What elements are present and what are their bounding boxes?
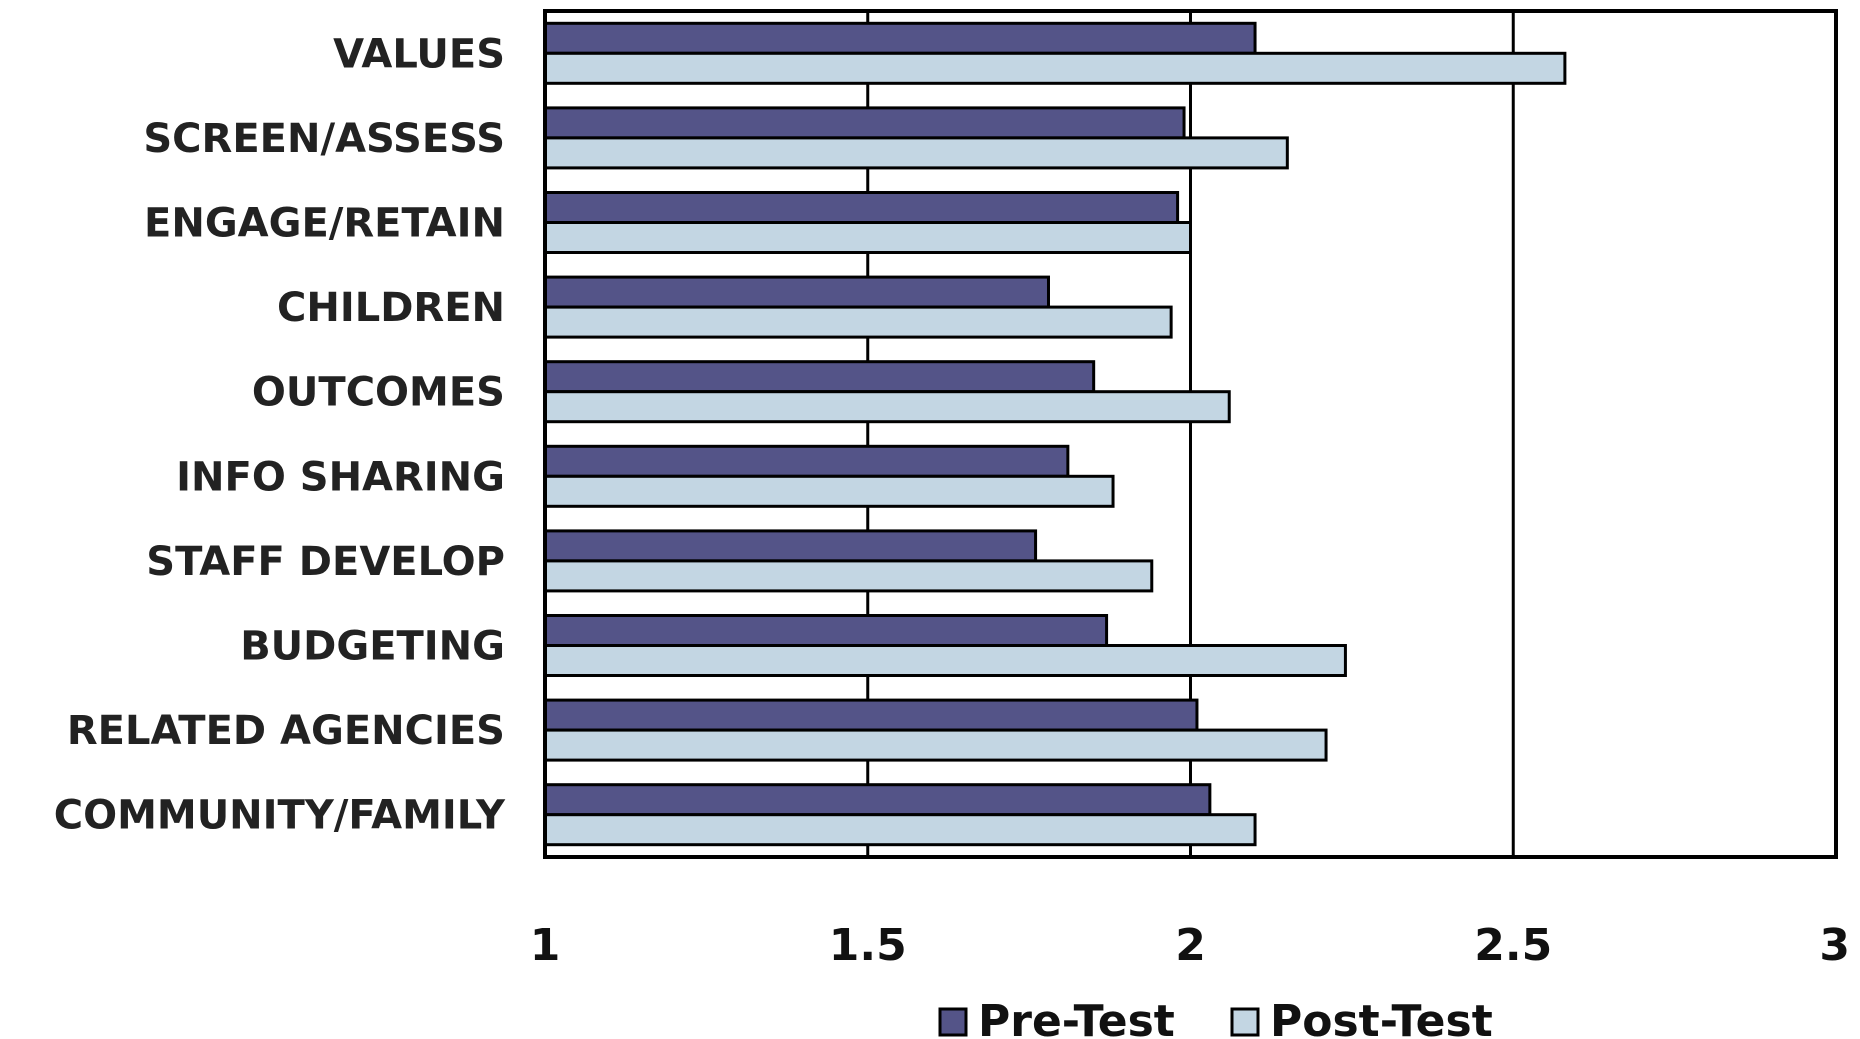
bar-pre-test	[543, 444, 1070, 478]
bar-pre-test	[543, 698, 1199, 732]
x-tick-label: 1	[530, 920, 561, 971]
bar-pre-test	[543, 360, 1096, 394]
legend-swatch	[938, 1007, 968, 1037]
plot-frame	[543, 9, 1838, 859]
category-label: COMMUNITY/FAMILY	[54, 793, 506, 839]
legend-label: Post-Test	[1270, 996, 1493, 1039]
bar-post-test	[543, 305, 1173, 339]
category-label: INFO SHARING	[176, 454, 505, 500]
bar-post-test	[543, 390, 1231, 424]
bar-post-test	[543, 813, 1257, 847]
category-label: VALUES	[333, 31, 505, 77]
category-labels: VALUES SCREEN/ASSESS ENGAGE/RETAIN CHILDREN…	[54, 31, 506, 838]
bar-post-test	[543, 474, 1115, 508]
category-label: SCREEN/ASSESS	[143, 116, 505, 162]
bar-post-test	[543, 136, 1289, 170]
bar-pre-test	[543, 614, 1109, 647]
category-label: STAFF DEVELOP	[146, 539, 505, 585]
x-tick-labels: 1 1.5 2 2.5 3	[530, 920, 1850, 971]
x-tick-label: 2.5	[1474, 920, 1552, 971]
bar-post-test	[543, 728, 1328, 762]
bar-post-test	[543, 559, 1154, 593]
bar-pre-test	[543, 21, 1257, 55]
legend: Pre-Test Post-Test	[938, 996, 1493, 1039]
legend-swatch	[1230, 1007, 1260, 1037]
x-tick-label: 3	[1819, 920, 1850, 971]
category-label: OUTCOMES	[252, 370, 505, 416]
bar-pre-test	[543, 106, 1186, 140]
legend-label: Pre-Test	[978, 996, 1175, 1039]
bar-post-test	[543, 51, 1567, 85]
category-label: CHILDREN	[277, 285, 505, 331]
x-tick-label: 2	[1175, 920, 1206, 971]
bar-post-test	[543, 644, 1347, 677]
category-label: BUDGETING	[240, 624, 505, 670]
category-label: RELATED AGENCIES	[67, 708, 505, 754]
bar-pre-test	[543, 275, 1050, 309]
bar-pre-test	[543, 191, 1180, 224]
x-tick-label: 1.5	[829, 920, 907, 971]
category-label: ENGAGE/RETAIN	[144, 201, 505, 247]
bar-pre-test	[543, 529, 1038, 563]
bars	[543, 21, 1567, 847]
bar-pre-test	[543, 783, 1212, 817]
bar-post-test	[543, 221, 1192, 254]
